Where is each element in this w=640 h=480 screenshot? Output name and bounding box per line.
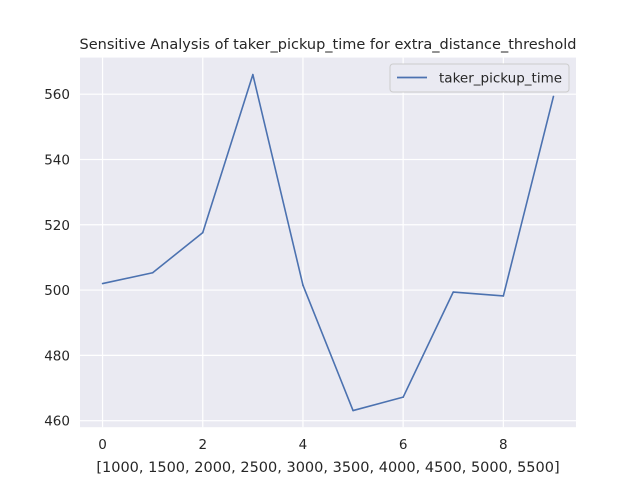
data-point — [302, 284, 304, 286]
y-tick-label: 540 — [44, 152, 70, 168]
data-point — [151, 271, 154, 274]
data-point — [452, 291, 455, 293]
data-point — [252, 73, 254, 76]
legend-entry-label: taker_pickup_time — [439, 71, 562, 87]
x-tick-label: 4 — [299, 437, 308, 453]
chart-title: Sensitive Analysis of taker_pickup_time … — [80, 37, 577, 53]
data-point — [402, 396, 404, 398]
series-layer — [101, 73, 555, 412]
data-point — [201, 231, 204, 234]
data-point — [101, 282, 104, 285]
y-tick-label: 480 — [44, 348, 70, 364]
y-tick-label: 560 — [44, 87, 70, 103]
data-point — [552, 95, 555, 98]
data-point — [502, 295, 505, 297]
series-line-taker-pickup-time — [102, 73, 555, 412]
grid — [80, 57, 576, 428]
x-tick-label: 2 — [198, 437, 207, 453]
y-tick-label: 500 — [44, 283, 70, 299]
x-tick-label: 0 — [98, 437, 107, 453]
x-tick-label: 6 — [399, 437, 408, 453]
legend-box — [389, 63, 570, 93]
y-tick-label: 520 — [44, 218, 70, 234]
tick-labels: 460 480 500 520 540 560 0 2 4 6 8 — [44, 87, 507, 453]
data-point — [352, 409, 354, 412]
y-tick-label: 460 — [44, 414, 70, 430]
legend: taker_pickup_time — [389, 63, 570, 93]
x-axis-label: [1000, 1500, 2000, 2500, 3000, 3500, 400… — [96, 460, 559, 476]
x-tick-label: 8 — [499, 437, 508, 453]
plot-area — [80, 57, 576, 428]
